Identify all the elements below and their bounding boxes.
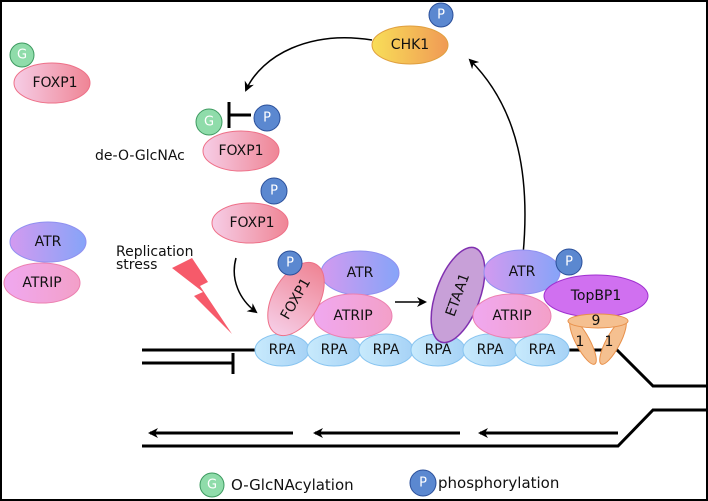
rpa: RPA (462, 333, 518, 367)
atrip-protein (313, 293, 393, 339)
atr-label: ATR (509, 264, 536, 280)
phospho-symbol: P (565, 255, 573, 270)
glcnac-symbol: G (17, 48, 27, 63)
etaa1-protein: ETAA1 (430, 246, 486, 344)
phospho-icon (555, 248, 583, 276)
legend-glcnac-symbol: G (207, 478, 217, 493)
svg-text:RPA: RPA (373, 342, 400, 358)
dna-strand-bottom (142, 408, 708, 448)
legend-phospho-label: phosphorylation (438, 474, 559, 492)
topbp1-label: TopBP1 (570, 288, 622, 304)
chk1-to-foxp1-arrow (244, 37, 373, 92)
replication-label: Replication (116, 244, 193, 260)
rad9-label: 9 (592, 313, 601, 329)
atr-label: ATR (347, 265, 374, 281)
foxp1-bound: FOXP1 (267, 262, 325, 336)
de-o-glcnac-label: de-O-GlcNAc (95, 148, 185, 164)
phospho-icon (277, 250, 303, 276)
foxp1-label: FOXP1 (218, 143, 263, 159)
foxp1-glcnac-free: FOXP1 G (9, 42, 91, 104)
phospho-symbol: P (270, 184, 278, 199)
glcnac-icon (195, 108, 223, 136)
atrip-protein (3, 262, 81, 304)
phospho-symbol: P (437, 8, 445, 23)
legend-glcnac-label: O-GlcNAcylation (231, 476, 354, 494)
foxp1-atr-atrip-complex: ATR ATRIP FOXP1 P (267, 250, 400, 339)
rpa: RPA (306, 333, 362, 367)
svg-text:RPA: RPA (529, 342, 556, 358)
svg-text:RPA: RPA (477, 342, 504, 358)
rpa: RPA (410, 333, 466, 367)
foxp1-label: FOXP1 (229, 215, 274, 231)
foxp1-protein (211, 202, 289, 244)
atr-atrip-free: ATR ATRIP (3, 221, 87, 304)
foxp1-recruit-arrow (233, 257, 258, 314)
phospho-symbol: P (286, 256, 294, 271)
9-1-1-clamp: 9 1 1 (567, 313, 629, 365)
hus1-label: 1 (576, 334, 585, 350)
chk1: CHK1 P (371, 2, 454, 65)
glcnac-icon (199, 472, 225, 498)
rpa: RPA (254, 333, 310, 367)
atrip-label: ATRIP (333, 308, 372, 324)
rpa-row: RPA RPA RPA RPA RPA RPA (254, 333, 570, 367)
foxp1-label: FOXP1 (32, 75, 77, 91)
lightning-icon (172, 258, 232, 334)
legend-phospho-symbol: P (419, 476, 427, 491)
atrip-label: ATRIP (492, 308, 531, 324)
phospho-icon (260, 177, 288, 205)
phospho-icon (253, 104, 281, 132)
foxp1-glcnac-phospho: FOXP1 G P de-O-GlcNAc (95, 102, 281, 172)
legend: G O-GlcNAcylation P phosphorylation (199, 469, 559, 498)
etaa1-atr-topbp1-complex: ETAA1 ATR ATRIP P TopBP1 9 1 1 (430, 246, 649, 365)
glcnac-icon (9, 42, 35, 68)
atrip-label: ATRIP (22, 275, 61, 291)
rad1-label: 1 (605, 334, 614, 350)
rpa: RPA (358, 333, 414, 367)
phospho-symbol: P (263, 111, 271, 126)
phospho-icon (409, 469, 437, 497)
rpa: RPA (514, 333, 570, 367)
svg-text:RPA: RPA (269, 342, 296, 358)
chk1-label: CHK1 (391, 37, 429, 53)
atr-protein (9, 221, 87, 263)
atr-to-chk1-arrow (468, 58, 526, 256)
svg-text:RPA: RPA (425, 342, 452, 358)
phospho-icon (428, 2, 454, 28)
foxp1-protein (13, 62, 91, 104)
stress-label: stress (116, 257, 157, 273)
svg-text:RPA: RPA (321, 342, 348, 358)
atr-label: ATR (35, 234, 62, 250)
dna-strand-blocked (142, 353, 235, 374)
chk1-protein (371, 25, 449, 65)
inhibition-symbol (227, 102, 251, 128)
glcnac-symbol: G (204, 115, 214, 130)
foxp1-protein (202, 130, 280, 172)
atrip-protein (472, 293, 552, 339)
foxp1-phospho: FOXP1 P (211, 177, 289, 244)
